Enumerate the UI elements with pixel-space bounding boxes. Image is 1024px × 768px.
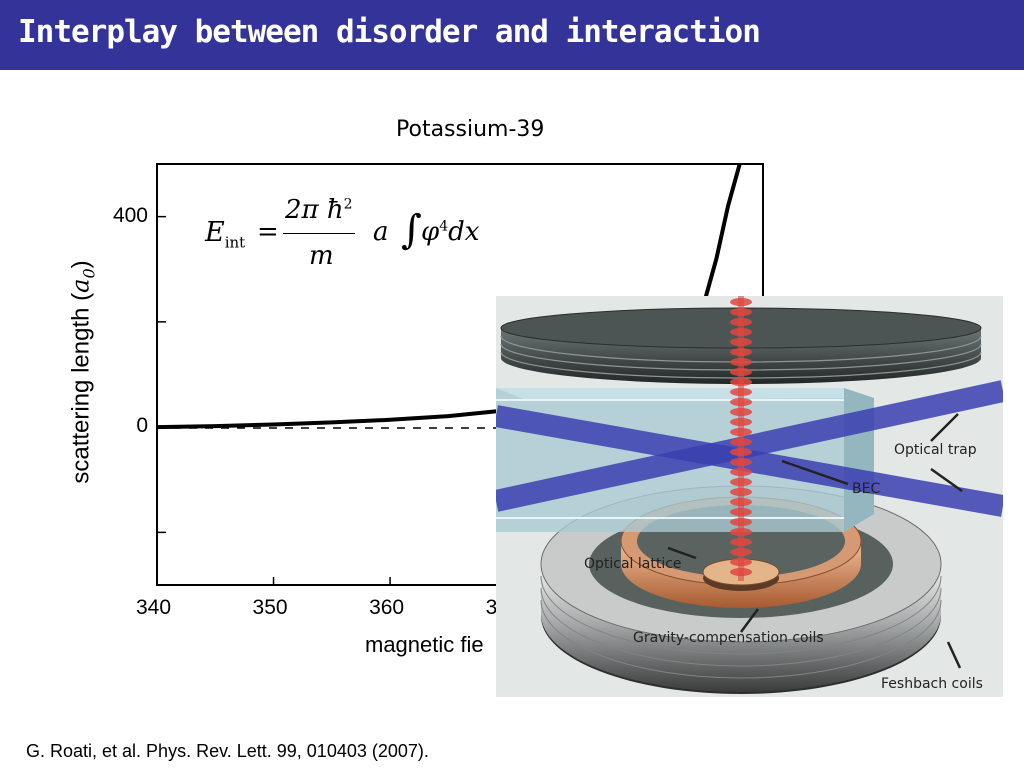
y-axis-label: scattering length (a0) (66, 260, 99, 484)
lattice-site (730, 388, 752, 396)
lattice-site (730, 568, 752, 576)
title-bar: Interplay between disorder and interacti… (0, 0, 1024, 70)
y-tick-label: 400 (112, 203, 148, 227)
callout-optical-lattice: Optical lattice (584, 556, 682, 572)
lattice-site (730, 298, 752, 306)
lattice-site (730, 438, 752, 446)
apparatus-illustration (496, 296, 1003, 694)
experiment-diagram: Optical trap BEC Optical lattice Gravity… (496, 296, 1003, 697)
lattice-site (730, 498, 752, 506)
callout-gravity-coils: Gravity-compensation coils (633, 630, 824, 646)
lattice-site (730, 548, 752, 556)
lattice-site (730, 458, 752, 466)
y-tick-label: 0 (136, 414, 148, 438)
x-axis-label: magnetic fie (365, 632, 484, 657)
lattice-site (730, 518, 752, 526)
optical-lattice-beam (730, 296, 752, 581)
lattice-site (730, 348, 752, 356)
lattice-site (730, 378, 752, 386)
lattice-site (730, 328, 752, 336)
lattice-site (730, 428, 752, 436)
lattice-site (730, 308, 752, 316)
lattice-site (730, 408, 752, 416)
lattice-site (730, 528, 752, 536)
lattice-site (730, 338, 752, 346)
lattice-site (730, 448, 752, 456)
lattice-site (730, 358, 752, 366)
lattice-site (730, 318, 752, 326)
lattice-site (730, 488, 752, 496)
x-tick-label: 360 (369, 596, 405, 619)
callout-bec: BEC (852, 481, 881, 497)
x-tick-label: 350 (252, 596, 288, 619)
callout-arrows (667, 413, 963, 669)
slide-title: Interplay between disorder and interacti… (18, 14, 761, 50)
callout-optical-trap: Optical trap (894, 442, 977, 458)
citation: G. Roati, et al. Phys. Rev. Lett. 99, 01… (26, 741, 429, 761)
lattice-site (730, 558, 752, 566)
chart-title: Potassium-39 (396, 117, 545, 142)
lattice-site (730, 478, 752, 486)
lattice-site (730, 368, 752, 376)
lattice-site (730, 508, 752, 516)
callout-feshbach-coils: Feshbach coils (881, 676, 983, 692)
x-tick-label: 340 (136, 596, 172, 619)
lattice-site (730, 398, 752, 406)
lattice-site (730, 468, 752, 476)
lattice-site (730, 418, 752, 426)
lattice-site (730, 538, 752, 546)
